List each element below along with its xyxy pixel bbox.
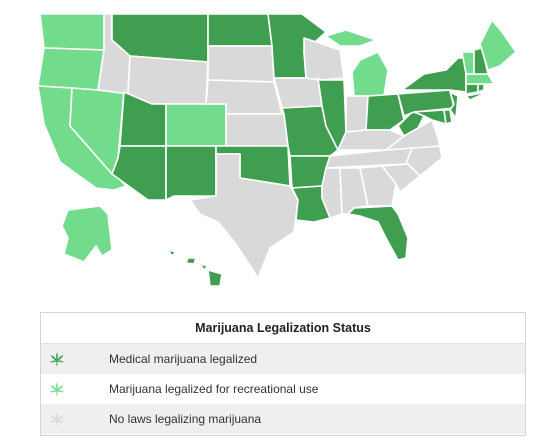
- state-new-mexico[interactable]: [165, 145, 217, 201]
- state-wyoming[interactable]: [127, 55, 209, 105]
- cannabis-leaf-icon: [49, 351, 65, 367]
- legend-item-none: No laws legalizing marijuana: [41, 404, 525, 434]
- state-connecticut[interactable]: [465, 83, 479, 95]
- legend-item-label: No laws legalizing marijuana: [109, 412, 262, 426]
- state-illinois[interactable]: [317, 77, 347, 151]
- state-new-hampshire[interactable]: [473, 47, 489, 75]
- state-north-dakota[interactable]: [207, 13, 273, 47]
- state-florida[interactable]: [347, 205, 409, 261]
- state-new-jersey[interactable]: [449, 91, 459, 119]
- cannabis-leaf-icon: [49, 381, 65, 397]
- state-kansas[interactable]: [225, 113, 289, 147]
- state-hawaii[interactable]: [167, 249, 223, 287]
- cannabis-leaf-icon: [49, 411, 65, 427]
- state-iowa[interactable]: [273, 77, 323, 109]
- state-georgia[interactable]: [359, 165, 397, 207]
- us-map: [37, 13, 517, 287]
- legend-title: Marijuana Legalization Status: [41, 313, 525, 344]
- state-arizona[interactable]: [111, 145, 167, 201]
- state-colorado[interactable]: [165, 103, 227, 147]
- state-ohio[interactable]: [365, 93, 405, 131]
- legend-item-label: Medical marijuana legalized: [109, 352, 258, 366]
- legend-item-recreational: Marijuana legalized for recreational use: [41, 374, 525, 404]
- state-rhode-island[interactable]: [477, 83, 485, 93]
- state-new-york[interactable]: [401, 57, 489, 101]
- state-oregon[interactable]: [37, 47, 105, 91]
- legend-item-label: Marijuana legalized for recreational use: [109, 382, 319, 396]
- state-delaware[interactable]: [443, 109, 453, 125]
- state-washington[interactable]: [39, 13, 105, 51]
- state-south-carolina[interactable]: [381, 163, 421, 193]
- state-indiana[interactable]: [345, 95, 369, 133]
- legend: Marijuana Legalization Status Medical ma…: [40, 312, 526, 436]
- legend-item-medical: Medical marijuana legalized: [41, 344, 525, 374]
- state-massachusetts[interactable]: [465, 73, 495, 85]
- state-texas[interactable]: [189, 153, 299, 279]
- state-maine[interactable]: [479, 19, 517, 71]
- state-alaska[interactable]: [61, 205, 113, 263]
- state-maryland[interactable]: [413, 109, 447, 125]
- state-south-dakota[interactable]: [207, 45, 275, 83]
